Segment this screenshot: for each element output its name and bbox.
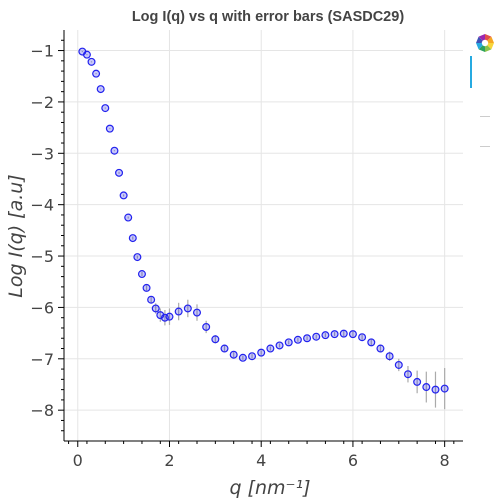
grid (64, 30, 463, 441)
data-point (220, 344, 229, 353)
y-tick-label: −8 (30, 401, 54, 420)
data-point (165, 312, 174, 321)
data-point (303, 334, 312, 343)
y-tick-label: −4 (30, 196, 54, 215)
x-axis-label: q [nm⁻¹] (229, 477, 310, 499)
x-tick-label: 6 (348, 451, 358, 470)
y-tick-label: −2 (30, 93, 54, 112)
chart-title: Log I(q) vs q with error bars (SASDC29) (132, 9, 404, 25)
y-axis-label: Log I(q) [a.u] (5, 174, 27, 297)
data-point (229, 350, 238, 359)
y-tick-label: −6 (30, 298, 54, 317)
data-point (183, 304, 192, 313)
data-point (119, 191, 128, 200)
data-points (78, 47, 449, 394)
zoom-tool-icon[interactable] (470, 106, 500, 128)
data-point (87, 57, 96, 66)
data-point (321, 331, 330, 340)
x-tick-label: 0 (73, 451, 83, 470)
data-point (413, 377, 422, 386)
data-point (238, 353, 247, 362)
data-point (142, 283, 151, 292)
data-point (211, 335, 220, 344)
data-point (96, 85, 105, 94)
data-point (124, 213, 133, 222)
data-point (202, 322, 211, 331)
data-point (115, 168, 124, 177)
bokeh-logo-icon[interactable] (470, 30, 500, 56)
data-point (101, 104, 110, 113)
data-point (403, 370, 412, 379)
reset-tool-glyph (480, 146, 490, 147)
data-point (385, 352, 394, 361)
x-tick-label: 2 (164, 451, 174, 470)
data-point (151, 304, 160, 313)
data-point (358, 333, 367, 342)
data-point (431, 385, 440, 394)
ticks: 0 2 4 6 8 −1 −2 −3 −4 −5 −6 −7 −8 (30, 39, 455, 470)
data-point (266, 344, 275, 353)
error-bars (81, 51, 446, 410)
data-point (367, 338, 376, 347)
data-point (422, 383, 431, 392)
y-tick-label: −1 (30, 42, 54, 61)
data-point (312, 332, 321, 341)
data-point (275, 341, 284, 350)
data-point (394, 360, 403, 369)
pan-tool-icon[interactable] (470, 56, 500, 90)
data-point (110, 146, 119, 155)
data-point (147, 295, 156, 304)
x-tick-label: 8 (440, 451, 450, 470)
data-point (284, 338, 293, 347)
data-point (133, 253, 142, 262)
reset-tool-icon[interactable] (470, 136, 500, 158)
x-tick-label: 4 (256, 451, 266, 470)
plot-toolbar (470, 26, 500, 176)
data-point (330, 330, 339, 339)
zoom-tool-glyph (480, 116, 490, 117)
axes (63, 30, 463, 442)
data-point (440, 384, 449, 393)
y-tick-label: −5 (30, 247, 54, 266)
active-tool-indicator (470, 56, 472, 88)
y-tick-label: −3 (30, 144, 54, 163)
data-point (248, 352, 257, 361)
y-tick-label: −7 (30, 350, 54, 369)
data-point (339, 329, 348, 338)
data-point (348, 330, 357, 339)
data-point (193, 308, 202, 317)
data-point (128, 234, 137, 243)
data-point (174, 307, 183, 316)
data-point (376, 344, 385, 353)
data-point (257, 348, 266, 357)
data-point (82, 50, 91, 59)
data-point (92, 69, 101, 78)
data-point (137, 270, 146, 279)
data-point (105, 124, 114, 133)
data-point (293, 335, 302, 344)
